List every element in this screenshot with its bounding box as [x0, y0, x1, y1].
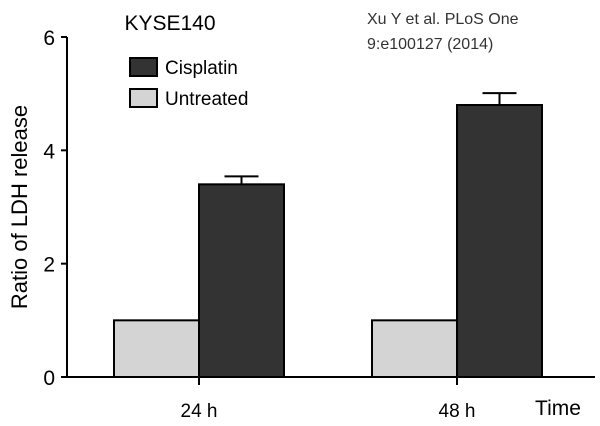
y-axis-label: Ratio of LDH release: [7, 105, 32, 309]
legend-swatch-cisplatin: [129, 57, 158, 77]
y-tick-label: 0: [43, 367, 55, 390]
x-axis-label: Time: [535, 397, 581, 420]
legend-swatch-untreated: [129, 88, 158, 108]
legend-label-untreated: Untreated: [165, 89, 248, 110]
bar-untreated-24h: [113, 319, 200, 379]
chart-title: KYSE140: [124, 12, 215, 35]
citation-line-2: 9:e100127 (2014): [367, 36, 493, 53]
legend: Cisplatin Untreated: [129, 57, 248, 110]
bar-cisplatin-48h: [456, 104, 543, 378]
y-tick-label: 6: [43, 27, 55, 50]
y-tick-label: 2: [43, 254, 55, 277]
x-tick-label: 24 h: [181, 401, 218, 422]
bar-untreated-48h: [371, 319, 458, 379]
y-tick-label: 4: [43, 140, 55, 163]
citation-line-1: Xu Y et al. PLoS One: [367, 11, 519, 28]
x-tick-label: 48 h: [439, 401, 476, 422]
bar-cisplatin-24h: [198, 183, 285, 378]
legend-label-cisplatin: Cisplatin: [165, 58, 238, 79]
